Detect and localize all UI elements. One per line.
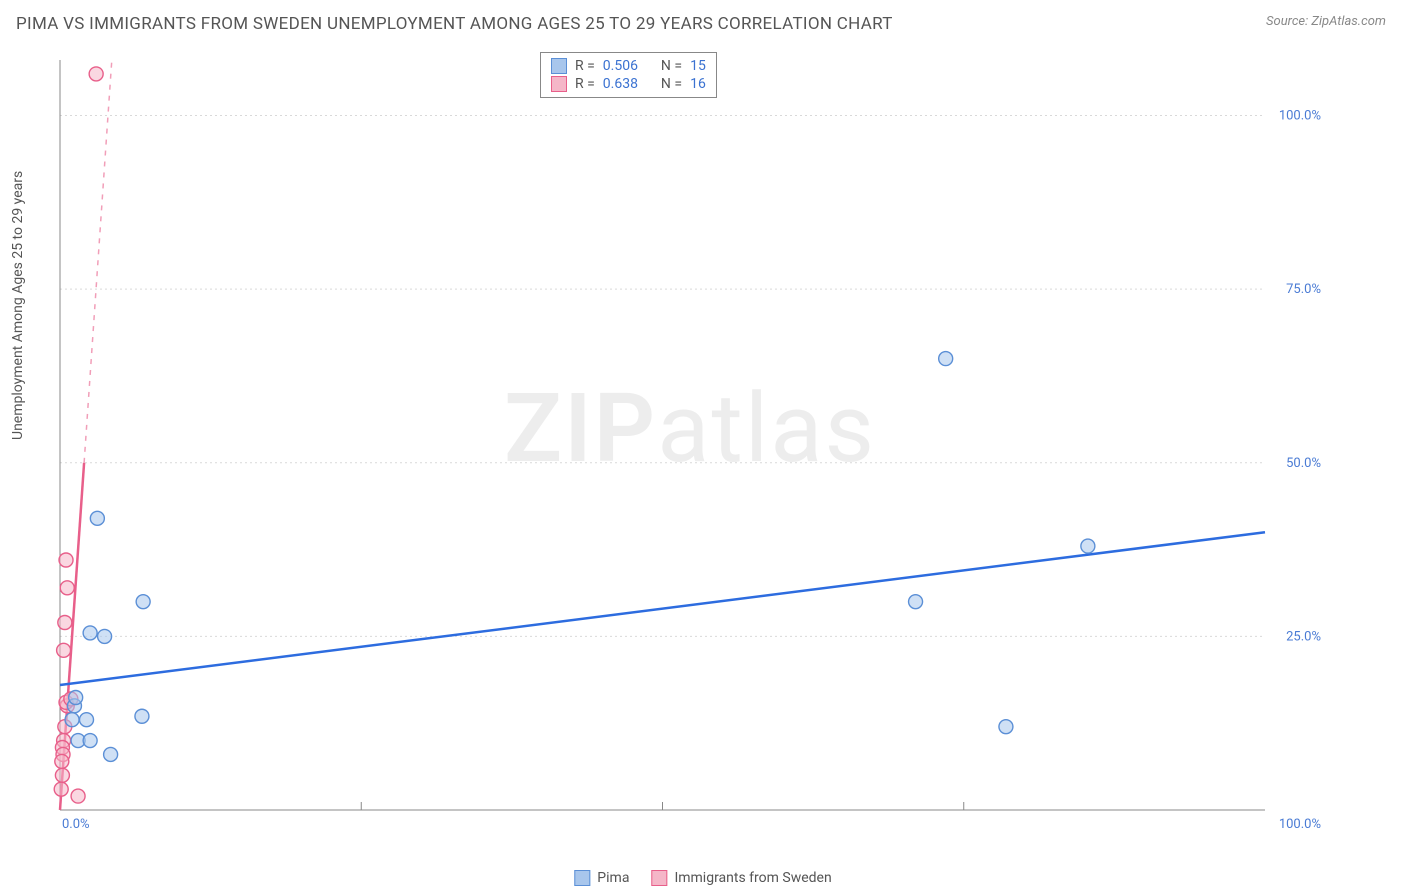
legend-label-sweden: Immigrants from Sweden [674,870,831,886]
series-legend: Pima Immigrants from Sweden [574,870,831,886]
legend-item-sweden: Immigrants from Sweden [651,870,831,886]
legend-item-pima: Pima [574,870,629,886]
scatter-plot: 25.0%50.0%75.0%100.0%0.0%100.0% ZIPatlas [50,50,1330,840]
svg-text:100.0%: 100.0% [1279,109,1321,124]
swatch-sweden-icon [651,870,667,886]
swatch-pima [551,58,567,74]
correlation-row-pima: R = 0.506 N = 15 [551,57,706,75]
y-axis-label: Unemployment Among Ages 25 to 29 years [10,171,26,440]
legend-label-pima: Pima [597,870,629,886]
source-label: Source: ZipAtlas.com [1266,14,1386,29]
svg-text:0.0%: 0.0% [62,817,90,832]
svg-text:25.0%: 25.0% [1286,629,1321,644]
correlation-legend: R = 0.506 N = 15 R = 0.638 N = 16 [540,52,717,98]
correlation-row-sweden: R = 0.638 N = 16 [551,75,706,93]
svg-text:75.0%: 75.0% [1286,282,1321,297]
swatch-sweden [551,76,567,92]
svg-text:100.0%: 100.0% [1279,817,1321,832]
swatch-pima-icon [574,870,590,886]
plot-svg: 25.0% 50.0% 75.0% 100.0% 0.0% 100.0% [50,50,1330,840]
svg-text:50.0%: 50.0% [1286,456,1321,471]
chart-title: PIMA VS IMMIGRANTS FROM SWEDEN UNEMPLOYM… [16,14,893,34]
